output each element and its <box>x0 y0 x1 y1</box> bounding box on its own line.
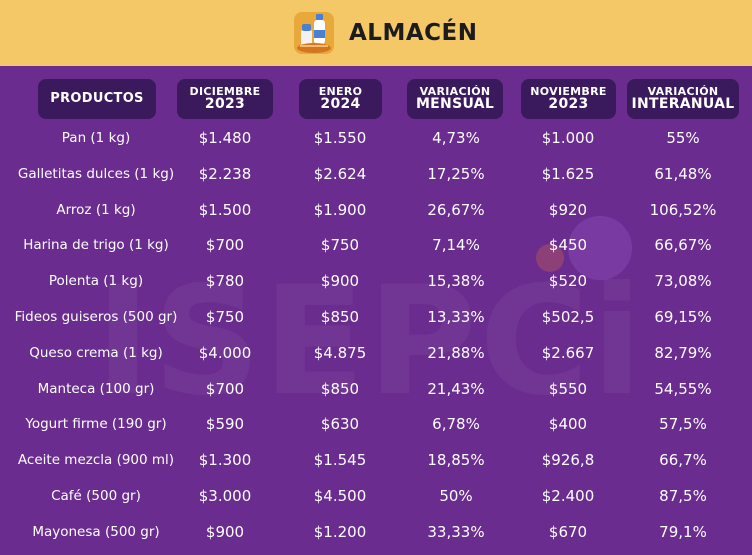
variacion-interanual: 66,7% <box>659 451 707 470</box>
title-bar: ALMACÉN <box>0 0 752 66</box>
variacion-interanual: 73,08% <box>654 272 712 291</box>
product-name: Arroz (1 kg) <box>56 201 136 218</box>
price-dic-2023: $750 <box>205 308 245 326</box>
price-ene-2024: $850 <box>320 379 360 398</box>
table-row: Mayonesa (500 gr) $900 $1.200 33,33% $670 79,… <box>0 514 752 550</box>
price-ene-2024: $4.875 <box>313 343 367 362</box>
price-dic-2023: $590 <box>205 415 245 434</box>
price-dic-2023: $1.480 <box>198 129 252 147</box>
column-header-enero: ENERO 2024 <box>299 79 382 119</box>
table-row: Pan (1 kg) $1.480 $1.550 4,73% $1.000 55% <box>0 120 752 156</box>
variacion-interanual: 79,1% <box>659 522 707 541</box>
table-row: Harina de trigo (1 kg) $700 $750 7,14% $450 6… <box>0 227 752 263</box>
variacion-interanual: 54,55% <box>654 379 712 398</box>
price-ene-2024: $4.500 <box>313 487 367 505</box>
price-dic-2023: $780 <box>205 272 245 291</box>
price-nov-2023: $400 <box>548 415 588 434</box>
price-dic-2023: $700 <box>205 236 245 255</box>
product-name: Café (500 gr) <box>51 488 141 504</box>
variacion-mensual: 26,67% <box>427 200 485 219</box>
column-header-productos: PRODUCTOS <box>38 79 156 119</box>
variacion-interanual: 66,67% <box>654 236 712 255</box>
product-name: Queso crema (1 kg) <box>29 344 163 361</box>
grocery-icon <box>294 12 334 54</box>
price-dic-2023: $1.300 <box>198 451 252 470</box>
variacion-mensual: 33,33% <box>427 522 485 541</box>
table-row: Café (500 gr) $3.000 $4.500 50% $2.400 87,5% <box>0 478 752 514</box>
price-ene-2024: $630 <box>320 415 360 434</box>
variacion-mensual: 18,85% <box>427 451 485 470</box>
table-row: Fideos guiseros (500 gr) $750 $850 13,33% $5… <box>0 299 752 335</box>
variacion-interanual: 87,5% <box>659 487 707 505</box>
product-name: Polenta (1 kg) <box>48 273 144 290</box>
price-ene-2024: $1.200 <box>313 522 367 541</box>
price-ene-2024: $2.624 <box>313 164 367 183</box>
variacion-interanual: 61,48% <box>654 164 712 183</box>
price-dic-2023: $3.000 <box>198 487 252 505</box>
price-dic-2023: $900 <box>205 522 245 541</box>
column-header-variacion-mensual: VARIACIÓN MENSUAL <box>407 79 503 119</box>
table-row: Polenta (1 kg) $780 $900 15,38% $520 73,08% <box>0 263 752 299</box>
price-ene-2024: $850 <box>320 308 360 326</box>
price-nov-2023: $502,5 <box>541 308 595 326</box>
variacion-mensual: 13,33% <box>427 308 485 326</box>
price-nov-2023: $670 <box>548 522 588 541</box>
price-ene-2024: $900 <box>320 272 360 291</box>
price-nov-2023: $926,8 <box>541 451 595 470</box>
price-nov-2023: $2.667 <box>541 343 595 362</box>
product-name: Harina de trigo (1 kg) <box>23 237 169 254</box>
variacion-mensual: 50% <box>439 487 473 505</box>
variacion-mensual: 15,38% <box>427 272 485 291</box>
variacion-interanual: 69,15% <box>654 308 712 326</box>
variacion-interanual: 106,52% <box>649 200 717 219</box>
product-name: Fideos guiseros (500 gr) <box>14 309 178 325</box>
page-title: ALMACÉN <box>349 20 478 46</box>
table-row: Manteca (100 gr) $700 $850 21,43% $550 54,55% <box>0 371 752 407</box>
variacion-mensual: 7,14% <box>432 236 480 255</box>
variacion-mensual: 21,43% <box>427 379 485 398</box>
product-name: Aceite mezcla (900 ml) <box>17 452 175 469</box>
product-name: Galletitas dulces (1 kg) <box>17 165 175 182</box>
price-nov-2023: $520 <box>548 272 588 291</box>
variacion-mensual: 4,73% <box>432 129 480 147</box>
price-dic-2023: $4.000 <box>198 343 252 362</box>
price-dic-2023: $700 <box>205 379 245 398</box>
variacion-mensual: 17,25% <box>427 164 485 183</box>
price-dic-2023: $2.238 <box>198 164 252 183</box>
variacion-interanual: 55% <box>666 129 700 147</box>
product-name: Pan (1 kg) <box>61 130 131 146</box>
price-nov-2023: $550 <box>548 379 588 398</box>
variacion-interanual: 82,79% <box>654 343 712 362</box>
product-name: Yogurt firme (190 gr) <box>25 416 167 433</box>
price-nov-2023: $1.000 <box>541 129 595 147</box>
column-header-noviembre: NOVIEMBRE 2023 <box>521 79 616 119</box>
price-nov-2023: $920 <box>548 200 588 219</box>
price-nov-2023: $1.625 <box>541 164 595 183</box>
column-header-diciembre: DICIEMBRE 2023 <box>177 79 273 119</box>
table-row: Aceite mezcla (900 ml) $1.300 $1.545 18,85%… <box>0 442 752 478</box>
column-header-variacion-interanual: VARIACIÓN INTERANUAL <box>627 79 739 119</box>
table-row: Arroz (1 kg) $1.500 $1.900 26,67% $920 106,52… <box>0 192 752 228</box>
table-row: Galletitas dulces (1 kg) $2.238 $2.624 17,2… <box>0 156 752 192</box>
price-dic-2023: $1.500 <box>198 200 252 219</box>
table-row: Yogurt firme (190 gr) $590 $630 6,78% $400 57… <box>0 406 752 442</box>
price-nov-2023: $2.400 <box>541 487 595 505</box>
price-ene-2024: $1.900 <box>313 200 367 219</box>
product-name: Manteca (100 gr) <box>37 380 155 397</box>
price-ene-2024: $1.550 <box>313 129 367 147</box>
variacion-mensual: 21,88% <box>427 343 485 362</box>
price-ene-2024: $1.545 <box>313 451 367 470</box>
table-row: Queso crema (1 kg) $4.000 $4.875 21,88% $2.6… <box>0 335 752 371</box>
price-ene-2024: $750 <box>320 236 360 255</box>
variacion-mensual: 6,78% <box>432 415 480 434</box>
product-name: Mayonesa (500 gr) <box>32 523 160 540</box>
variacion-interanual: 57,5% <box>659 415 707 434</box>
price-nov-2023: $450 <box>548 236 588 255</box>
